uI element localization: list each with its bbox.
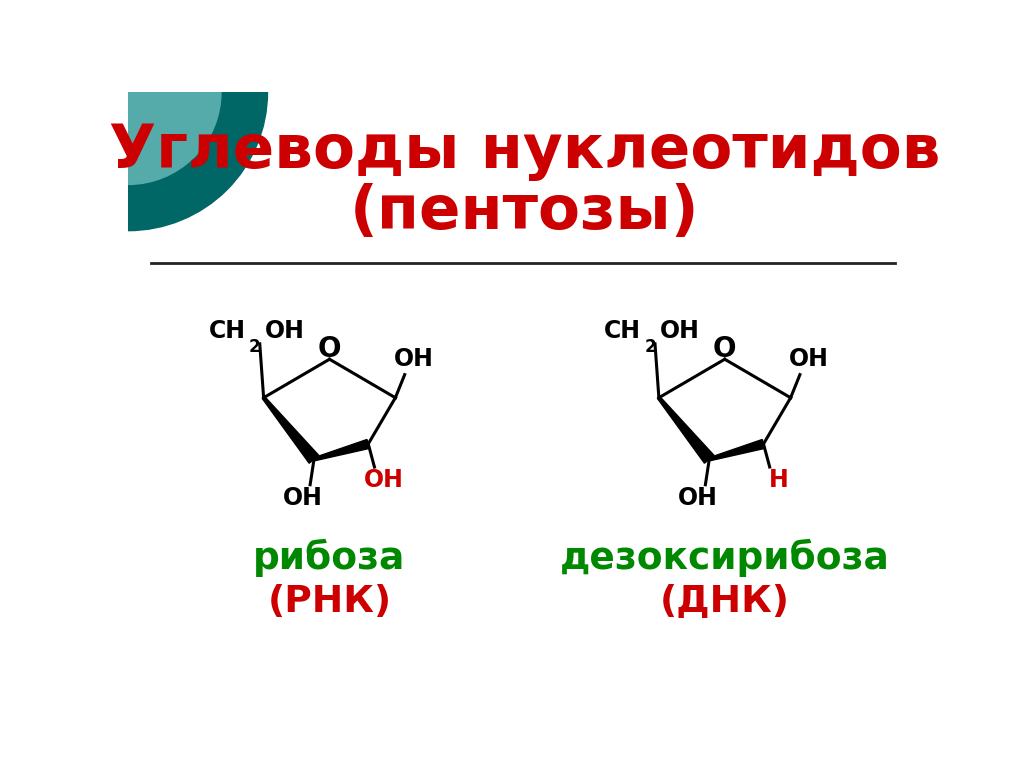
Circle shape xyxy=(0,0,267,231)
Text: рибоза: рибоза xyxy=(253,538,406,577)
Text: OH: OH xyxy=(659,319,699,343)
Text: OH: OH xyxy=(264,319,304,343)
Circle shape xyxy=(35,0,221,184)
Text: OH: OH xyxy=(394,347,434,371)
Text: O: O xyxy=(317,335,341,364)
Text: OH: OH xyxy=(283,486,323,510)
Text: 2: 2 xyxy=(249,337,260,356)
Text: дезоксирибоза: дезоксирибоза xyxy=(560,538,890,577)
Polygon shape xyxy=(313,439,370,461)
Text: Углеводы нуклеотидов: Углеводы нуклеотидов xyxy=(109,122,941,181)
Text: 2: 2 xyxy=(644,337,655,356)
Polygon shape xyxy=(262,397,318,463)
Text: H: H xyxy=(769,468,788,492)
Text: O: O xyxy=(713,335,736,364)
Text: (РНК): (РНК) xyxy=(267,584,391,620)
Text: (ДНК): (ДНК) xyxy=(659,584,790,620)
Text: OH: OH xyxy=(364,468,403,492)
Text: CH: CH xyxy=(604,319,641,343)
Polygon shape xyxy=(709,439,765,461)
Text: OH: OH xyxy=(678,486,718,510)
Text: (пентозы): (пентозы) xyxy=(350,183,699,242)
Text: OH: OH xyxy=(790,347,829,371)
Polygon shape xyxy=(657,397,714,463)
Text: CH: CH xyxy=(209,319,246,343)
